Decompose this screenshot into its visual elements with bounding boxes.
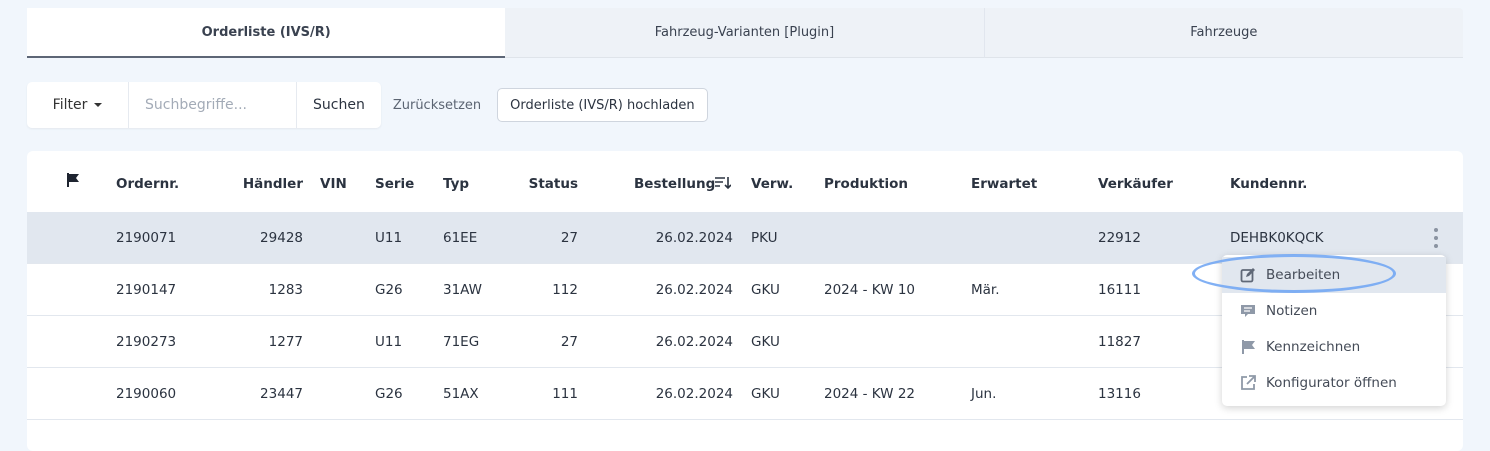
menu-item-kennzeichnen[interactable]: Kennzeichnen [1222, 329, 1446, 365]
tab-bar: Orderliste (IVS/R) Fahrzeug-Varianten [P… [27, 8, 1463, 58]
menu-label: Konfigurator öffnen [1266, 375, 1397, 391]
cell-status: 27 [560, 230, 578, 246]
cell-ordered: 26.02.2024 [655, 282, 733, 298]
flag-icon [1242, 340, 1255, 354]
cell-status: 111 [552, 386, 578, 402]
cell-ordered: 26.02.2024 [655, 334, 733, 350]
cell-ordered: 26.02.2024 [655, 386, 733, 402]
table-row[interactable]: 2190273 1277 U11 71EG 27 26.02.2024 GKU 11827 [27, 316, 1463, 368]
cell-use: GKU [751, 386, 780, 402]
cell-ordered: 26.02.2024 [655, 230, 733, 246]
header-order[interactable]: Ordernr. [116, 176, 180, 192]
cell-expected: Jun. [971, 386, 997, 402]
cell-type: 51AX [443, 386, 479, 402]
cell-use: GKU [751, 334, 780, 350]
toolbar: Filter Suchbegriffe... Suchen Zurücksetz… [27, 82, 708, 128]
cell-use: GKU [751, 282, 780, 298]
cell-use: PKU [751, 230, 778, 246]
cell-type: 61EE [443, 230, 478, 246]
upload-button[interactable]: Orderliste (IVS/R) hochladen [497, 88, 708, 122]
header-type[interactable]: Typ [443, 176, 470, 192]
tab-orderliste[interactable]: Orderliste (IVS/R) [27, 8, 506, 58]
cell-type: 31AW [443, 282, 483, 298]
cell-series: U11 [375, 334, 403, 350]
header-customer[interactable]: Kundennr. [1230, 176, 1308, 192]
table-header: Ordernr. Händler VIN Serie Typ Status Be… [27, 151, 1463, 212]
cell-type: 71EG [443, 334, 480, 350]
menu-label: Bearbeiten [1266, 267, 1341, 283]
menu-label: Kennzeichnen [1266, 339, 1361, 355]
cell-production: 2024 - KW 10 [824, 282, 915, 298]
table-row[interactable]: 2190147 1283 G26 31AW 112 26.02.2024 GKU 2024 -… [27, 264, 1463, 316]
header-series[interactable]: Serie [375, 176, 415, 192]
cell-series: U11 [375, 230, 403, 246]
cell-dealer: 23447 [260, 386, 303, 402]
cell-order: 2190273 [116, 334, 177, 350]
edit-icon [1240, 268, 1255, 283]
cell-seller: 16111 [1098, 282, 1141, 298]
cell-dealer: 1277 [268, 334, 303, 350]
cell-series: G26 [375, 386, 403, 402]
menu-item-bearbeiten[interactable]: Bearbeiten [1222, 257, 1446, 293]
sort-desc-icon[interactable] [715, 176, 731, 190]
filter-label: Filter [52, 97, 88, 113]
cell-order: 2190060 [116, 386, 177, 402]
menu-item-notizen[interactable]: Notizen [1222, 293, 1446, 329]
header-use[interactable]: Verw. [751, 176, 794, 192]
row-context-menu: Bearbeiten Notizen Kennzeichnen Konfigur… [1222, 255, 1446, 406]
cell-status: 27 [560, 334, 578, 350]
cell-series: G26 [375, 282, 403, 298]
cell-seller: 22912 [1098, 230, 1141, 246]
header-production[interactable]: Produktion [824, 176, 909, 192]
header-dealer[interactable]: Händler [242, 176, 303, 192]
search-input[interactable]: Suchbegriffe... [129, 82, 297, 128]
caret-down-icon [94, 103, 103, 107]
cell-seller: 11827 [1098, 334, 1141, 350]
more-vertical-icon[interactable] [1433, 228, 1439, 248]
cell-expected: Mär. [971, 282, 1000, 298]
tab-fahrzeug-varianten[interactable]: Fahrzeug-Varianten [Plugin] [505, 8, 985, 58]
reset-link[interactable]: Zurücksetzen [392, 97, 482, 113]
header-ordered[interactable]: Bestellung [634, 176, 716, 192]
cell-dealer: 1283 [268, 282, 303, 298]
table-row[interactable]: 2190060 23447 G26 51AX 111 26.02.2024 GKU 2024 … [27, 368, 1463, 420]
filter-dropdown[interactable]: Filter [27, 82, 129, 128]
header-vin[interactable]: VIN [320, 176, 347, 192]
search-button[interactable]: Suchen [313, 97, 365, 113]
flag-icon[interactable] [66, 173, 80, 187]
cell-production: 2024 - KW 22 [824, 386, 915, 402]
header-expected[interactable]: Erwartet [971, 176, 1038, 192]
cell-order: 2190147 [116, 282, 177, 298]
cell-dealer: 29428 [260, 230, 303, 246]
external-link-icon [1241, 375, 1256, 390]
menu-label: Notizen [1266, 303, 1318, 319]
cell-customer: DEHBK0KQCK [1230, 230, 1324, 246]
cell-seller: 13116 [1098, 386, 1141, 402]
comment-icon [1241, 305, 1255, 317]
menu-item-konfigurator[interactable]: Konfigurator öffnen [1222, 365, 1446, 401]
cell-status: 112 [552, 282, 578, 298]
header-status[interactable]: Status [528, 176, 578, 192]
search-group: Filter Suchbegriffe... Suchen [27, 82, 381, 128]
tab-fahrzeuge[interactable]: Fahrzeuge [984, 8, 1463, 58]
cell-order: 2190071 [116, 230, 177, 246]
header-seller[interactable]: Verkäufer [1098, 176, 1173, 192]
